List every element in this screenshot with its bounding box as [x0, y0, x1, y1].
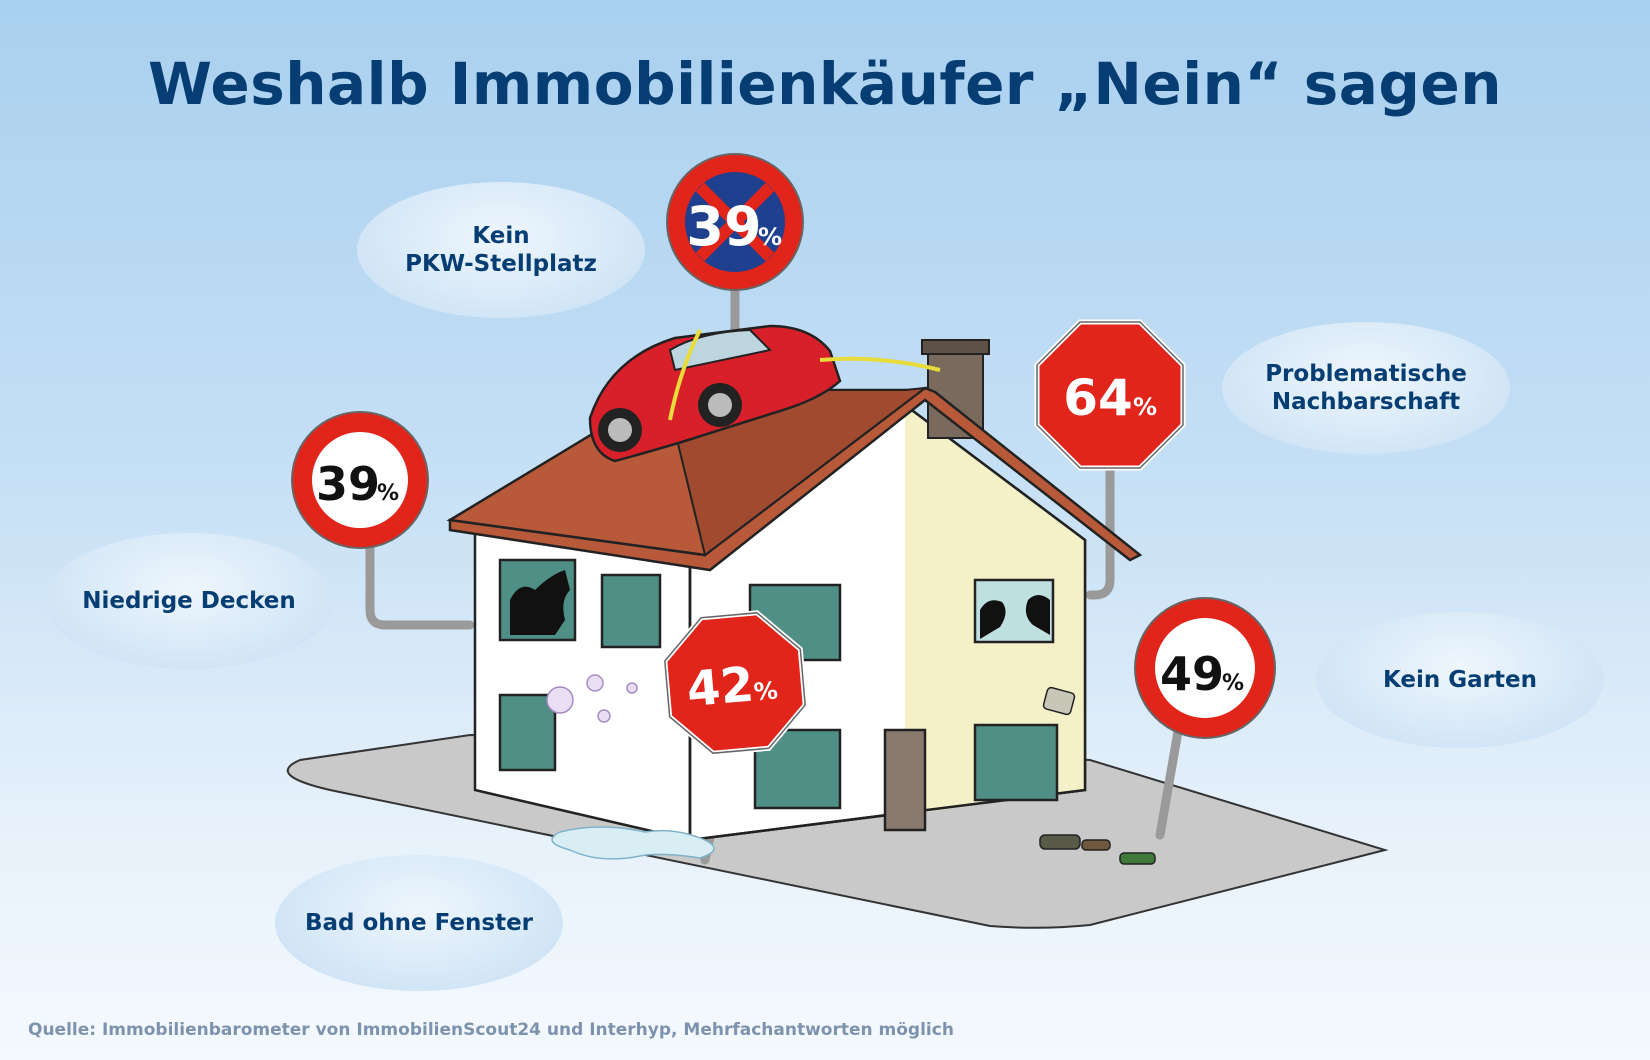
sign-prohibition-garden: 49 %: [1134, 597, 1276, 739]
reason-bubble-garden: Kein Garten: [1316, 612, 1604, 748]
reason-label-line: Niedrige Decken: [82, 588, 296, 614]
tin-can: [1042, 686, 1076, 716]
sign-percent-symbol: %: [753, 676, 779, 706]
reason-label-line: Problematische: [1265, 361, 1467, 387]
reason-bubble-ceilings: Niedrige Decken: [45, 533, 333, 669]
sign-percent: 42: [685, 656, 756, 718]
sign-prohibition-ceilings: 39 %: [291, 411, 429, 549]
sign-percent: 39: [686, 195, 761, 258]
water-puddle: [551, 826, 715, 860]
reason-bubble-bathroom: Bad ohne Fenster: [275, 855, 563, 991]
sign-percent-symbol: %: [1133, 393, 1157, 421]
sign-percent: 49: [1160, 647, 1224, 701]
sign-stop-neighbourhood: 64 %: [1034, 319, 1186, 471]
sign-percent: 39: [316, 457, 380, 511]
sign-percent: 64: [1063, 369, 1133, 427]
bottles: [1039, 834, 1156, 865]
reason-label-line: Kein: [472, 223, 530, 249]
page-title: Weshalb Immobilienkäufer „Nein“ sagen: [147, 50, 1503, 118]
reason-bubble-neighbourhood: Problematische Nachbarschaft: [1222, 322, 1510, 454]
reason-bubble-parking: Kein PKW-Stellplatz: [357, 182, 645, 318]
reason-label-line: Bad ohne Fenster: [304, 910, 534, 936]
arguing-people: [980, 595, 1050, 639]
sign-stop-bathroom: 42 %: [662, 610, 808, 756]
reason-label-line: PKW-Stellplatz: [405, 251, 597, 277]
car-on-roof: [588, 324, 941, 463]
sign-percent-symbol: %: [377, 481, 399, 506]
sign-percent-symbol: %: [758, 223, 782, 251]
reason-label-line: Kein Garten: [1383, 667, 1537, 693]
silhouette-person: [510, 570, 570, 635]
door: [883, 728, 927, 832]
source-note: Quelle: Immobilienbarometer von Immobili…: [28, 1020, 954, 1040]
soap-bubbles: [546, 674, 638, 723]
sign-percent-symbol: %: [1222, 671, 1244, 696]
sign-no-stopping: 39 %: [666, 153, 804, 291]
reason-label-line: Nachbarschaft: [1271, 389, 1461, 415]
